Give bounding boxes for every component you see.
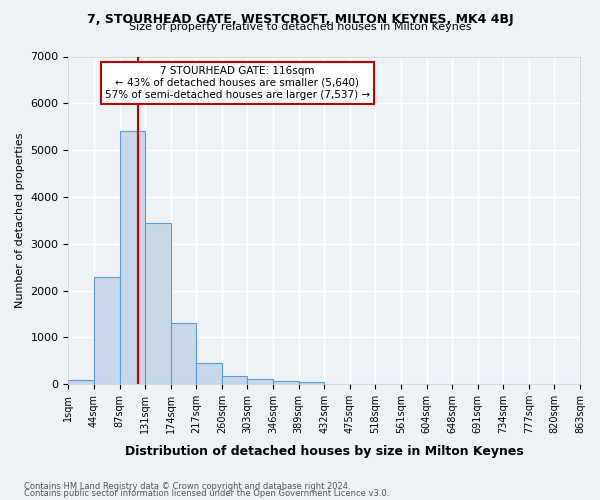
Bar	[94, 276, 119, 384]
Text: Contains public sector information licensed under the Open Government Licence v3: Contains public sector information licen…	[24, 490, 389, 498]
Bar	[273, 381, 299, 384]
Bar	[247, 380, 273, 384]
Y-axis label: Number of detached properties: Number of detached properties	[15, 132, 25, 308]
Bar	[222, 376, 247, 384]
Text: Size of property relative to detached houses in Milton Keynes: Size of property relative to detached ho…	[129, 22, 471, 32]
Bar	[171, 324, 196, 384]
Bar	[68, 380, 94, 384]
Bar	[196, 363, 222, 384]
Text: Contains HM Land Registry data © Crown copyright and database right 2024.: Contains HM Land Registry data © Crown c…	[24, 482, 350, 491]
Text: 7 STOURHEAD GATE: 116sqm
← 43% of detached houses are smaller (5,640)
57% of sem: 7 STOURHEAD GATE: 116sqm ← 43% of detach…	[104, 66, 370, 100]
Bar	[119, 132, 145, 384]
Bar	[299, 382, 324, 384]
Bar	[145, 222, 171, 384]
Text: 7, STOURHEAD GATE, WESTCROFT, MILTON KEYNES, MK4 4BJ: 7, STOURHEAD GATE, WESTCROFT, MILTON KEY…	[86, 12, 514, 26]
X-axis label: Distribution of detached houses by size in Milton Keynes: Distribution of detached houses by size …	[125, 444, 524, 458]
